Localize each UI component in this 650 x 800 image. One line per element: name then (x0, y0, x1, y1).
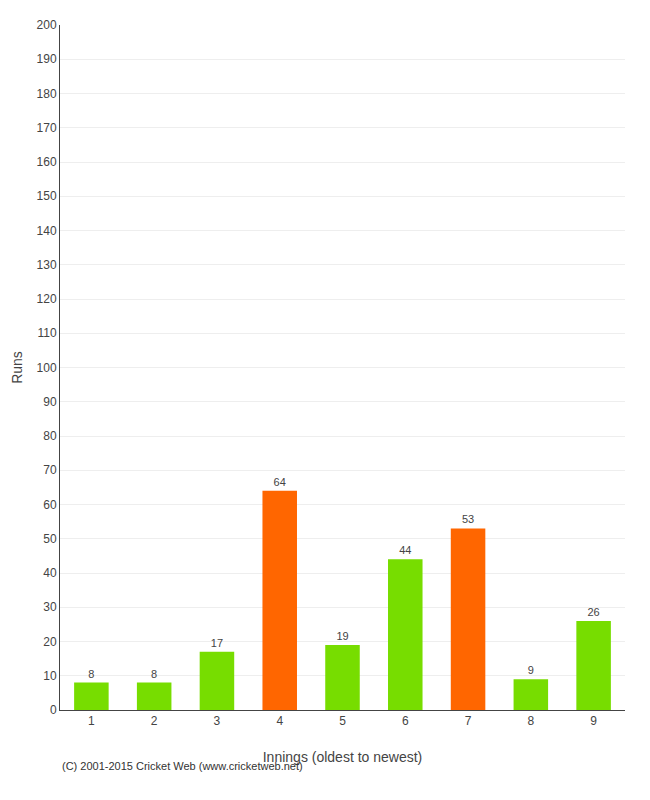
svg-text:110: 110 (37, 326, 56, 340)
svg-text:80: 80 (43, 429, 57, 443)
svg-text:170: 170 (37, 121, 57, 135)
svg-text:3: 3 (214, 714, 221, 728)
svg-text:160: 160 (37, 155, 57, 169)
svg-text:30: 30 (43, 600, 57, 614)
svg-text:2: 2 (151, 714, 158, 728)
svg-text:Innings (oldest to newest): Innings (oldest to newest) (263, 749, 423, 765)
svg-text:5: 5 (339, 714, 346, 728)
svg-text:64: 64 (274, 476, 286, 488)
svg-text:20: 20 (43, 635, 57, 649)
svg-text:4: 4 (276, 714, 283, 728)
svg-text:90: 90 (43, 395, 57, 409)
svg-text:190: 190 (37, 52, 57, 66)
svg-text:10: 10 (43, 669, 57, 683)
svg-text:19: 19 (336, 630, 348, 642)
svg-text:180: 180 (37, 87, 57, 101)
svg-text:53: 53 (462, 513, 474, 525)
svg-text:Runs: Runs (9, 351, 25, 384)
svg-text:8: 8 (151, 668, 157, 680)
svg-text:200: 200 (37, 18, 57, 32)
svg-text:17: 17 (211, 637, 223, 649)
svg-text:120: 120 (37, 292, 57, 306)
svg-text:40: 40 (43, 566, 57, 580)
svg-text:60: 60 (43, 498, 57, 512)
svg-text:140: 140 (37, 224, 57, 238)
svg-text:130: 130 (37, 258, 57, 272)
svg-text:9: 9 (528, 664, 534, 676)
svg-text:8: 8 (527, 714, 534, 728)
svg-text:7: 7 (465, 714, 472, 728)
svg-text:6: 6 (402, 714, 409, 728)
svg-text:44: 44 (399, 544, 411, 556)
svg-text:(C) 2001-2015 Cricket Web (www: (C) 2001-2015 Cricket Web (www.cricketwe… (62, 760, 303, 772)
svg-text:150: 150 (37, 189, 57, 203)
svg-text:0: 0 (50, 703, 57, 717)
svg-text:8: 8 (88, 668, 94, 680)
svg-text:70: 70 (43, 463, 57, 477)
svg-text:26: 26 (587, 606, 599, 618)
svg-text:1: 1 (88, 714, 95, 728)
svg-text:100: 100 (37, 361, 57, 375)
svg-text:9: 9 (590, 714, 597, 728)
svg-text:50: 50 (43, 532, 57, 546)
